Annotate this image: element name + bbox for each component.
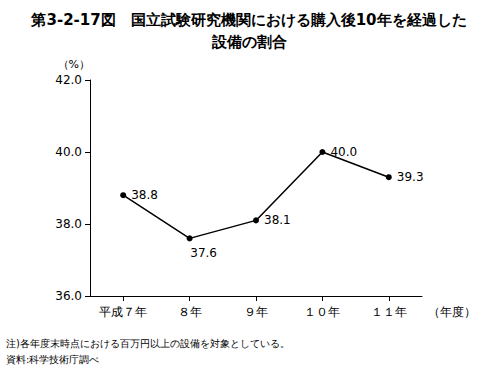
svg-text:39.3: 39.3 [397, 170, 424, 184]
svg-text:平成７年: 平成７年 [99, 305, 147, 319]
svg-text:第3-2-17図 国立試験研究機関における購入後10年を経過: 第3-2-17図 国立試験研究機関における購入後10年を経過した [30, 11, 466, 29]
svg-text:資料:科学技術庁調べ: 資料:科学技術庁調べ [6, 354, 99, 365]
svg-text:36.0: 36.0 [55, 289, 82, 303]
svg-text:注)各年度末時点における百万円以上の設備を対象としている。: 注)各年度末時点における百万円以上の設備を対象としている。 [6, 338, 290, 349]
svg-text:37.6: 37.6 [190, 246, 217, 260]
svg-text:１１年: １１年 [371, 305, 407, 319]
svg-text:（年度）: （年度） [428, 305, 476, 319]
svg-text:40.0: 40.0 [55, 145, 82, 159]
svg-text:40.0: 40.0 [330, 145, 357, 159]
svg-text:９年: ９年 [244, 305, 268, 319]
svg-text:１０年: １０年 [304, 305, 340, 319]
svg-text:（%）: （%） [58, 58, 90, 71]
svg-text:38.0: 38.0 [55, 217, 82, 231]
svg-text:８年: ８年 [178, 305, 202, 319]
svg-text:42.0: 42.0 [55, 73, 82, 87]
svg-text:設備の割合: 設備の割合 [211, 33, 287, 51]
svg-text:38.1: 38.1 [264, 213, 291, 227]
svg-text:38.8: 38.8 [131, 188, 158, 202]
